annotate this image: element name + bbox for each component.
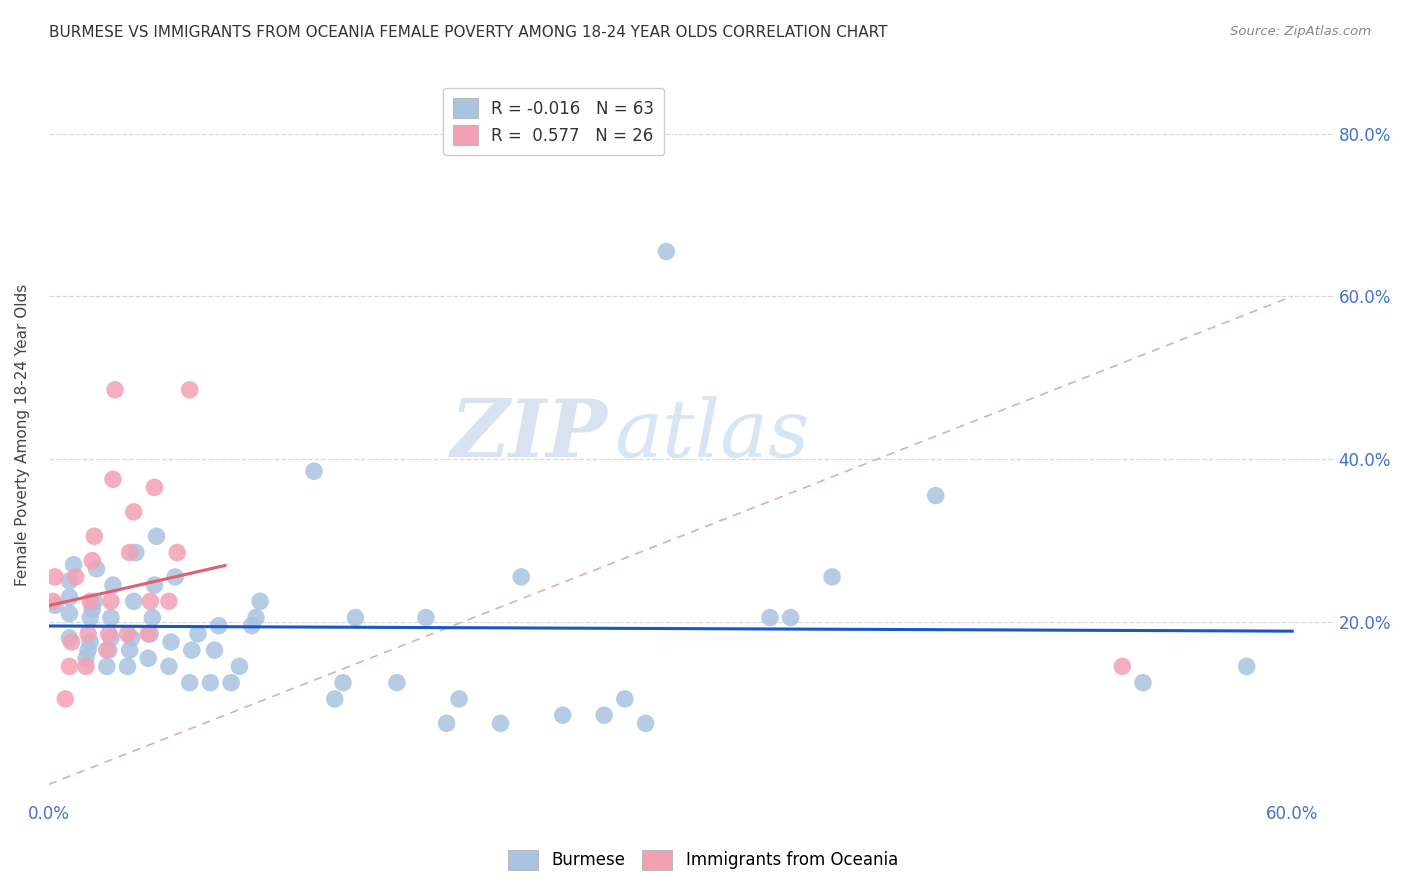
Point <box>58 574 80 588</box>
Point <box>82 554 104 568</box>
Point <box>118 643 141 657</box>
Point <box>1111 659 1133 673</box>
Point <box>139 594 162 608</box>
Legend: R = -0.016   N = 63, R =  0.577   N = 26: R = -0.016 N = 63, R = 0.577 N = 26 <box>443 87 664 155</box>
Point <box>44 570 66 584</box>
Point <box>104 383 127 397</box>
Point <box>166 545 188 559</box>
Text: ZIP: ZIP <box>451 396 607 474</box>
Point <box>219 675 242 690</box>
Point <box>245 610 267 624</box>
Point <box>75 651 97 665</box>
Point <box>821 570 844 584</box>
Point <box>62 558 84 572</box>
Point <box>83 594 105 608</box>
Point <box>593 708 616 723</box>
Text: Source: ZipAtlas.com: Source: ZipAtlas.com <box>1230 25 1371 38</box>
Point <box>1236 659 1258 673</box>
Legend: Burmese, Immigrants from Oceania: Burmese, Immigrants from Oceania <box>502 843 904 877</box>
Point <box>77 643 100 657</box>
Point <box>249 594 271 608</box>
Point <box>187 627 209 641</box>
Point <box>100 594 122 608</box>
Point <box>136 651 159 665</box>
Point <box>58 659 80 673</box>
Point <box>60 635 83 649</box>
Point <box>332 675 354 690</box>
Point <box>117 627 139 641</box>
Point <box>96 643 118 657</box>
Point <box>121 631 143 645</box>
Text: atlas: atlas <box>614 396 810 474</box>
Point <box>97 643 120 657</box>
Point <box>165 570 187 584</box>
Point <box>100 631 122 645</box>
Point <box>136 627 159 641</box>
Point <box>79 610 101 624</box>
Point <box>58 591 80 605</box>
Point <box>179 383 201 397</box>
Point <box>323 692 346 706</box>
Text: BURMESE VS IMMIGRANTS FROM OCEANIA FEMALE POVERTY AMONG 18-24 YEAR OLDS CORRELAT: BURMESE VS IMMIGRANTS FROM OCEANIA FEMAL… <box>49 25 887 40</box>
Point <box>510 570 533 584</box>
Point <box>96 659 118 673</box>
Point <box>83 529 105 543</box>
Point <box>415 610 437 624</box>
Point <box>143 480 166 494</box>
Point <box>86 562 108 576</box>
Point <box>655 244 678 259</box>
Point <box>157 659 180 673</box>
Point <box>160 635 183 649</box>
Point <box>634 716 657 731</box>
Point <box>139 627 162 641</box>
Point <box>208 618 231 632</box>
Point <box>551 708 574 723</box>
Point <box>143 578 166 592</box>
Point <box>779 610 801 624</box>
Point <box>240 618 263 632</box>
Point <box>101 578 124 592</box>
Point <box>1132 675 1154 690</box>
Point <box>97 627 120 641</box>
Point <box>75 659 97 673</box>
Y-axis label: Female Poverty Among 18-24 Year Olds: Female Poverty Among 18-24 Year Olds <box>15 284 30 586</box>
Point <box>79 594 101 608</box>
Point <box>79 635 101 649</box>
Point <box>436 716 458 731</box>
Point <box>613 692 636 706</box>
Point <box>759 610 782 624</box>
Point <box>344 610 367 624</box>
Point <box>489 716 512 731</box>
Point <box>200 675 222 690</box>
Point <box>100 610 122 624</box>
Point <box>117 659 139 673</box>
Point <box>385 675 408 690</box>
Point <box>204 643 226 657</box>
Point <box>77 627 100 641</box>
Point <box>101 472 124 486</box>
Point <box>82 602 104 616</box>
Point <box>58 631 80 645</box>
Point <box>302 464 325 478</box>
Point <box>179 675 201 690</box>
Point <box>42 594 65 608</box>
Point <box>44 599 66 613</box>
Point <box>53 692 76 706</box>
Point <box>65 570 87 584</box>
Point <box>145 529 167 543</box>
Point <box>122 505 145 519</box>
Point <box>125 545 148 559</box>
Point <box>925 489 948 503</box>
Point <box>228 659 250 673</box>
Point <box>141 610 163 624</box>
Point <box>180 643 202 657</box>
Point <box>122 594 145 608</box>
Point <box>118 545 141 559</box>
Point <box>157 594 180 608</box>
Point <box>449 692 471 706</box>
Point <box>58 607 80 621</box>
